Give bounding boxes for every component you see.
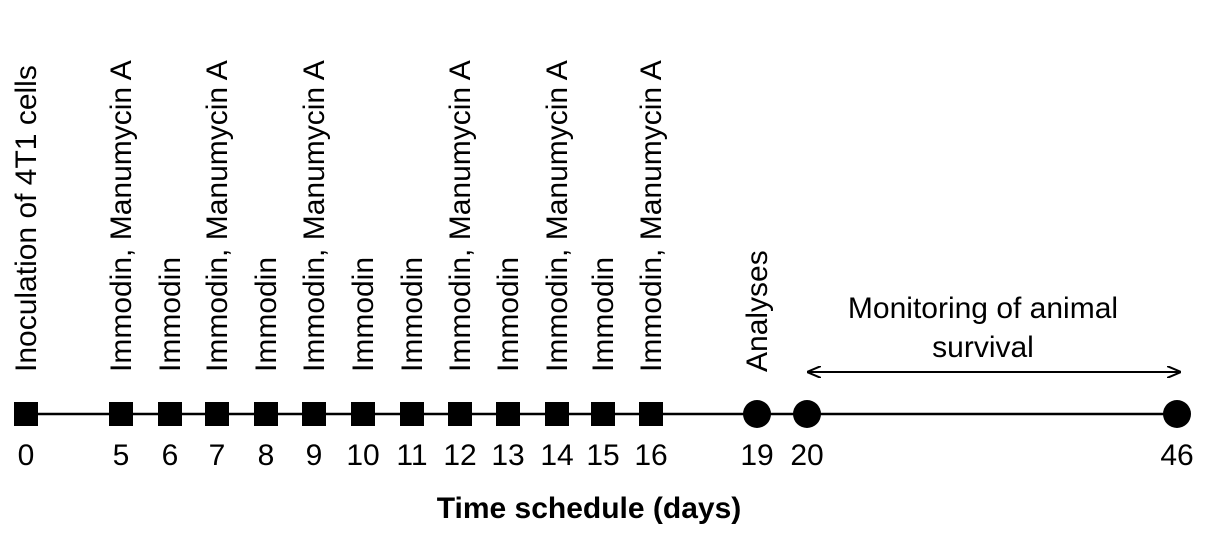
- monitoring-label-line1: Monitoring of animal: [848, 292, 1118, 325]
- square-marker-day-13: [496, 402, 520, 426]
- square-marker-day-5: [109, 402, 133, 426]
- square-marker-day-6: [158, 402, 182, 426]
- monitoring-label-line2: survival: [932, 331, 1034, 364]
- day-number-13: 13: [491, 439, 524, 472]
- event-label-day-9: Immodin, Manumycin A: [298, 60, 331, 372]
- event-markers: [14, 400, 1191, 428]
- square-marker-day-15: [591, 402, 615, 426]
- event-label-day-14: Immodin, Manumycin A: [541, 60, 574, 372]
- square-marker-day-16: [639, 402, 663, 426]
- day-number-12: 12: [443, 439, 476, 472]
- day-number-11: 11: [396, 439, 427, 472]
- day-number-7: 7: [209, 439, 226, 472]
- day-number-14: 14: [540, 439, 573, 472]
- event-label-day-6: Immodin: [154, 257, 187, 372]
- day-number-15: 15: [586, 439, 619, 472]
- event-label-day-13: Immodin: [492, 257, 525, 372]
- event-label-day-16: Immodin, Manumycin A: [635, 60, 668, 372]
- circle-marker-day-46: [1163, 400, 1191, 428]
- day-number-10: 10: [346, 439, 379, 472]
- day-number-46: 46: [1160, 439, 1193, 472]
- event-label-day-7: Immodin, Manumycin A: [201, 60, 234, 372]
- event-label-day-8: Immodin: [250, 257, 283, 372]
- square-marker-day-9: [302, 402, 326, 426]
- day-numbers: 0 5 6 7 8 9 10 11 12 13 14 15 16 19 20 46: [18, 439, 1194, 472]
- event-label-day-12: Immodin, Manumycin A: [444, 60, 477, 372]
- day-number-6: 6: [162, 439, 179, 472]
- square-marker-day-10: [351, 402, 375, 426]
- day-number-8: 8: [258, 439, 275, 472]
- day-number-16: 16: [634, 439, 667, 472]
- square-marker-day-12: [448, 402, 472, 426]
- circle-marker-day-20: [793, 400, 821, 428]
- axis-title: Time schedule (days): [437, 492, 742, 525]
- day-number-20: 20: [790, 439, 823, 472]
- event-label-day-5: Immodin, Manumycin A: [105, 60, 138, 372]
- day-number-9: 9: [306, 439, 323, 472]
- event-label-day-19: Analyses: [741, 250, 774, 372]
- square-marker-day-7: [205, 402, 229, 426]
- square-marker-day-14: [545, 402, 569, 426]
- event-labels: Inoculation of 4T1 cells Immodin, Manumyc…: [10, 60, 774, 372]
- day-number-0: 0: [18, 439, 35, 472]
- day-number-19: 19: [740, 439, 773, 472]
- circle-marker-day-19: [743, 400, 771, 428]
- square-marker-day-11: [400, 402, 424, 426]
- event-label-day-0: Inoculation of 4T1 cells: [10, 65, 43, 372]
- event-label-day-11: Immodin: [396, 257, 429, 372]
- square-marker-day-0: [14, 402, 38, 426]
- event-label-day-10: Immodin: [347, 257, 380, 372]
- square-marker-day-8: [254, 402, 278, 426]
- event-label-day-15: Immodin: [587, 257, 620, 372]
- day-number-5: 5: [113, 439, 130, 472]
